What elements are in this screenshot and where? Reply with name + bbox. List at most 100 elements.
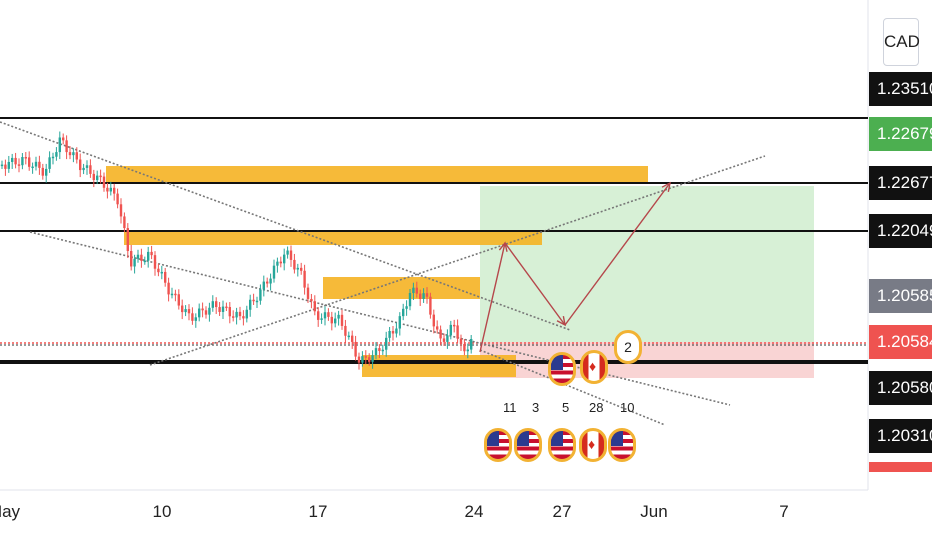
candle-body bbox=[4, 164, 7, 169]
candle-body bbox=[456, 325, 459, 339]
candle-body bbox=[41, 167, 44, 176]
candle-body bbox=[378, 348, 381, 351]
candle-body bbox=[269, 278, 272, 284]
us-flag-icon[interactable] bbox=[514, 428, 542, 462]
price-label-plain: 1.20580 bbox=[869, 371, 932, 405]
candle-body bbox=[113, 187, 116, 194]
candle-body bbox=[225, 306, 228, 309]
candle-body bbox=[89, 165, 92, 174]
candle-body bbox=[391, 330, 395, 334]
candle-body bbox=[422, 293, 425, 299]
candle-body bbox=[164, 271, 167, 283]
candle-body bbox=[123, 216, 126, 229]
event-count-badge[interactable]: 2 bbox=[614, 330, 642, 364]
us-flag-icon[interactable] bbox=[548, 352, 576, 386]
candle-body bbox=[388, 330, 391, 338]
candle-body bbox=[453, 324, 456, 327]
candle-body bbox=[174, 293, 177, 296]
candle-body bbox=[446, 335, 449, 342]
candle-body bbox=[153, 255, 157, 269]
candle-body bbox=[320, 318, 323, 320]
time-tick-label: May bbox=[0, 502, 21, 521]
candle-body bbox=[48, 157, 51, 169]
time-tick-label: 24 bbox=[464, 502, 484, 521]
us-flag-icon[interactable] bbox=[608, 428, 636, 462]
candle-body bbox=[126, 228, 129, 251]
candle-body bbox=[218, 307, 221, 312]
candle-body bbox=[242, 316, 245, 319]
candle-body bbox=[201, 308, 204, 311]
projection-segment bbox=[504, 242, 566, 326]
candle-body bbox=[408, 293, 412, 307]
candle-body bbox=[436, 326, 439, 330]
price-label-gray: 1.20585 bbox=[869, 279, 932, 313]
candle-body bbox=[160, 271, 163, 274]
candle-body bbox=[466, 349, 469, 352]
candle-body bbox=[198, 308, 201, 318]
price-label-bid: 1.20584 bbox=[869, 325, 932, 359]
candle-body bbox=[79, 159, 82, 171]
candle-body bbox=[402, 308, 405, 317]
candle-body bbox=[470, 339, 473, 350]
price-label-last: 1.22679 bbox=[869, 117, 932, 151]
us-flag-icon[interactable] bbox=[484, 428, 512, 462]
candle-body bbox=[272, 265, 276, 279]
us-flag-icon[interactable] bbox=[548, 428, 576, 462]
candle-body bbox=[334, 318, 337, 324]
candle-body bbox=[368, 357, 371, 362]
currency-scale-button[interactable]: CAD bbox=[883, 18, 920, 66]
event-label: 11 bbox=[503, 400, 517, 415]
candle-body bbox=[136, 254, 140, 259]
canada-flag-icon[interactable] bbox=[580, 350, 608, 384]
zone-4 bbox=[362, 355, 516, 377]
candle-body bbox=[17, 164, 21, 166]
candle-body bbox=[330, 316, 333, 324]
profit-zone bbox=[480, 186, 814, 342]
event-label: 3 bbox=[532, 400, 540, 415]
candle-body bbox=[184, 309, 187, 313]
candle-body bbox=[286, 250, 289, 255]
candle-body bbox=[405, 306, 408, 309]
candle-body bbox=[204, 310, 208, 315]
trend-line-2 bbox=[29, 231, 731, 406]
candle-body bbox=[310, 298, 313, 302]
candle-body bbox=[215, 301, 218, 308]
candle-body bbox=[381, 349, 384, 352]
candle-body bbox=[419, 293, 422, 299]
candle-body bbox=[92, 173, 95, 181]
candle-body bbox=[181, 305, 184, 313]
candle-body bbox=[262, 281, 265, 290]
candle-body bbox=[82, 167, 85, 171]
candle-body bbox=[293, 259, 296, 270]
candle-body bbox=[228, 307, 231, 317]
canada-flag-icon[interactable] bbox=[579, 428, 607, 462]
candle-body bbox=[96, 175, 99, 181]
axis-red-marker bbox=[869, 462, 932, 472]
candle-body bbox=[327, 312, 330, 317]
candle-body bbox=[109, 187, 112, 192]
projection-arrowhead bbox=[661, 181, 671, 192]
event-label: 10 bbox=[620, 400, 635, 415]
candle-body bbox=[177, 294, 180, 306]
candle-body bbox=[385, 337, 388, 350]
candle-body bbox=[106, 187, 109, 192]
candle-body bbox=[75, 152, 78, 160]
candle-body bbox=[238, 311, 242, 317]
trend-line-1 bbox=[0, 121, 571, 331]
candle-body bbox=[11, 157, 14, 162]
price-label-plain: 1.23510 bbox=[869, 72, 932, 106]
candle-body bbox=[442, 338, 446, 342]
candle-body bbox=[140, 254, 143, 261]
candle-body bbox=[429, 296, 432, 315]
price-label-plain: 1.22677 bbox=[869, 166, 932, 200]
candle-body bbox=[283, 254, 286, 264]
candle-body bbox=[351, 335, 354, 342]
candle-body bbox=[58, 137, 61, 153]
time-tick-label: Jun bbox=[640, 502, 668, 521]
candle-body bbox=[347, 335, 350, 338]
candle-body bbox=[170, 293, 174, 296]
candle-body bbox=[157, 268, 160, 273]
candle-body bbox=[28, 157, 31, 167]
candle-body bbox=[354, 341, 357, 357]
